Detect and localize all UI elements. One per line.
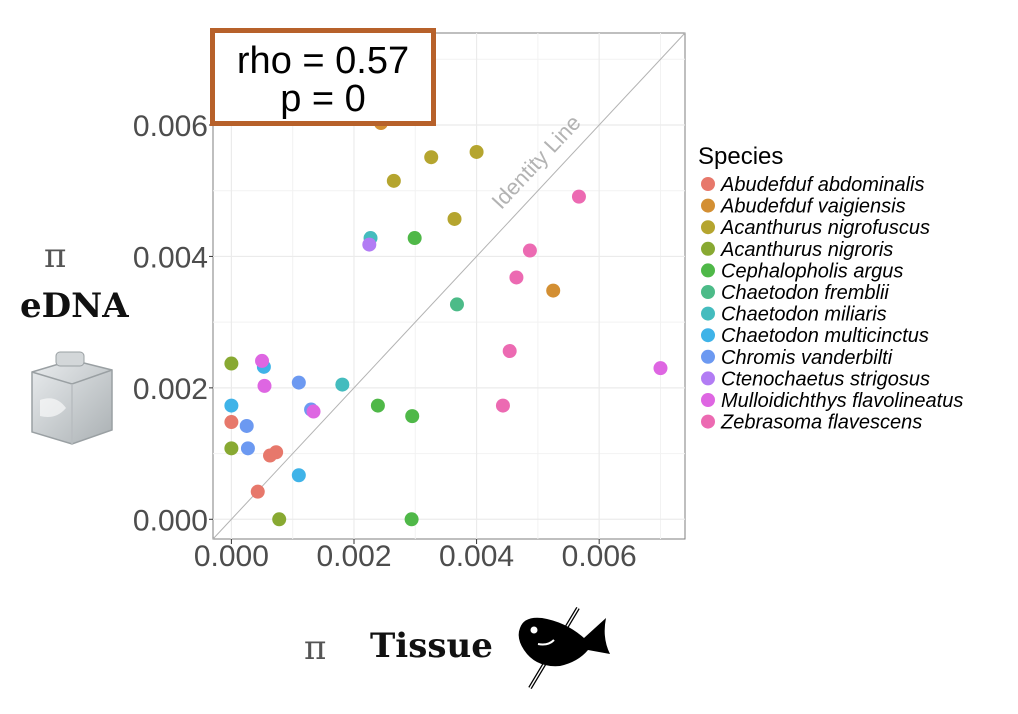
legend-label: Abudefduf abdominalis [720,174,924,196]
data-point [407,231,422,246]
water-container-icon [31,351,113,445]
legend-label: Zebrasoma flavescens [720,412,922,434]
data-point [291,468,306,483]
legend-label: Chaetodon multicinctus [721,325,929,347]
legend-title: Species [698,143,783,170]
data-point [224,356,239,371]
data-point [306,404,321,419]
y-tick-label: 0.004 [133,241,208,274]
data-point [269,445,284,460]
legend-key [701,349,715,364]
data-point [469,144,484,159]
x-axis-ticks: 0.000 0.002 0.004 0.006 [194,539,637,573]
legend-label: Cephalopholis argus [721,260,903,282]
legend-label: Acanthurus nigroris [720,239,893,261]
legend-label: Mulloidichthys flavolineatus [721,390,963,412]
legend-key [701,285,715,299]
y-tick-label: 0.006 [133,110,208,143]
data-point [447,211,462,226]
data-point [405,409,420,424]
data-point [291,375,306,390]
y-axis-pi-symbol: π [44,236,67,276]
legend-key [701,414,715,429]
x-tick-label: 0.002 [316,540,391,573]
legend-key [701,328,715,343]
data-point [362,237,377,252]
fish-with-spear-icon [518,606,610,690]
data-point [250,484,265,499]
legend-key [701,241,715,256]
y-tick-label: 0.000 [133,504,208,537]
legend-key [701,306,715,321]
legend-label: Chaetodon miliaris [721,304,887,326]
data-point [224,398,239,413]
data-point [370,398,385,413]
x-tick-label: 0.004 [439,540,514,573]
legend-label: Ctenochaetus strigosus [721,368,930,390]
data-point [495,398,510,413]
legend-key [701,198,715,213]
data-point [224,441,239,456]
data-point [239,418,254,433]
legend-key [701,177,715,191]
data-point [272,512,287,527]
legend-label: Acanthurus nigrofuscus [720,217,930,239]
data-point [335,377,350,392]
identity-line [212,32,686,540]
p-value-text: p = 0 [280,78,366,120]
data-point [224,415,239,430]
data-point [571,189,586,204]
data-point [522,243,537,258]
x-tick-label: 0.000 [194,540,269,573]
data-point [502,344,517,359]
data-points [224,116,668,527]
legend-label: Abudefduf vaigiensis [720,196,906,218]
data-point [404,512,419,527]
data-point [255,353,270,368]
legend-label: Chromis vanderbilti [721,347,893,369]
data-point [240,441,255,456]
legend-key [701,393,715,407]
x-axis-pi-symbol: π [304,628,327,668]
data-point [546,283,561,298]
y-axis-title: eDNA [20,286,129,326]
data-point [386,173,401,188]
legend-key [701,371,715,386]
rho-text: rho = 0.57 [236,40,410,82]
data-point [257,378,272,393]
data-point [449,297,464,312]
legend-label: Chaetodon fremblii [721,282,889,304]
correlation-stats-box: rho = 0.57 p = 0 [210,28,436,126]
data-point [653,361,668,376]
data-point [424,150,439,165]
x-axis-title: Tissue [370,626,493,666]
data-point [509,270,524,285]
y-axis-ticks: 0.000 0.002 0.004 0.006 [133,110,213,537]
x-tick-label: 0.006 [562,540,637,573]
legend-key [701,220,715,235]
legend-key [701,263,715,278]
y-tick-label: 0.002 [133,373,208,406]
